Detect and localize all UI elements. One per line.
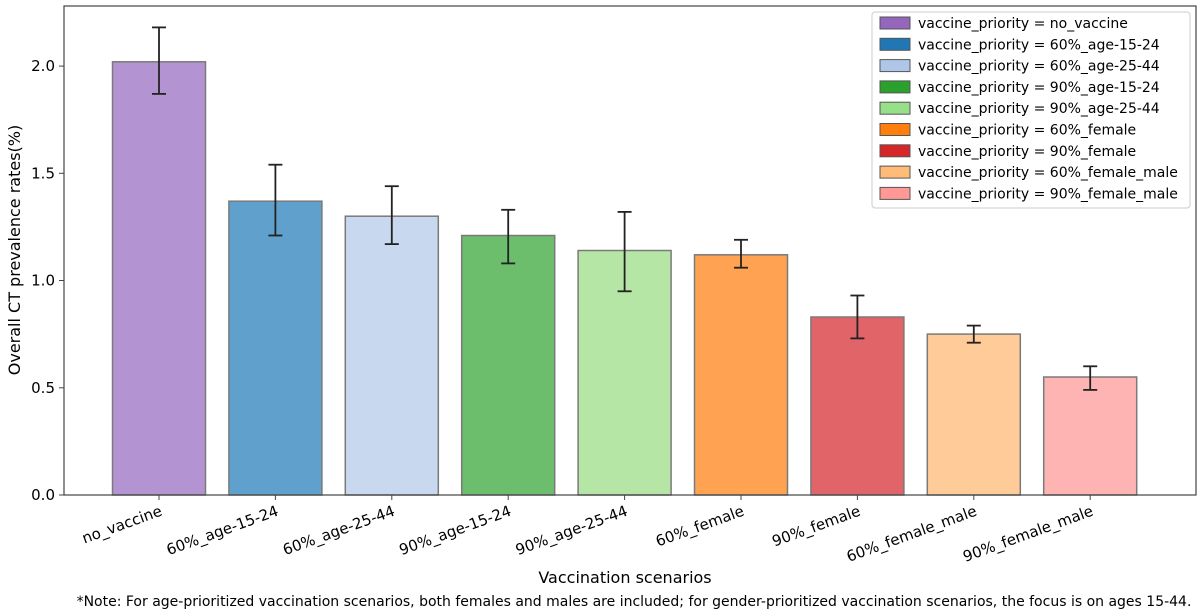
footnote: *Note: For age-prioritized vaccination s… (77, 594, 1192, 610)
legend-swatch-7 (879, 144, 911, 158)
error-bar-6 (734, 238, 748, 269)
bar-4 (460, 234, 556, 496)
x-tick-label-9: 90%_female_male (960, 502, 1095, 567)
x-axis-title: Vaccination scenarios (538, 568, 711, 587)
x-tick-label-5: 90%_age-25-44 (513, 502, 630, 560)
error-bar-4 (501, 208, 516, 265)
x-tick-label-3: 60%_age-25-44 (280, 502, 397, 560)
y-tick-label-5: 2.0 (31, 57, 55, 75)
legend-swatch-5 (879, 101, 911, 115)
y-tick-label-4: 1.5 (31, 164, 55, 182)
bar-9 (1042, 376, 1138, 496)
legend-label-6: vaccine_priority = 60%_female (918, 123, 1136, 139)
x-tick-label-8: 60%_female_male (844, 502, 979, 567)
error-bar-3 (384, 185, 399, 246)
legend-label-2: vaccine_priority = 60%_age-15-24 (918, 37, 1160, 53)
legend-label-1: vaccine_priority = no_vaccine (918, 16, 1128, 32)
bar-8 (926, 333, 1022, 496)
bar-1 (111, 61, 207, 496)
legend-swatch-6 (879, 123, 911, 136)
legend-label-5: vaccine_priority = 90%_age-25-44 (918, 101, 1160, 117)
legend-label-7: vaccine_priority = 90%_female (918, 144, 1136, 160)
y-tick-label-2: 0.5 (31, 379, 55, 397)
error-bar-8 (966, 324, 981, 344)
x-tick-label-2: 60%_age-15-24 (164, 502, 281, 560)
bar-7 (810, 316, 905, 496)
error-bar-1 (152, 26, 166, 95)
legend-swatch-9 (879, 186, 911, 200)
legend-box (871, 11, 1191, 209)
x-tick-label-7: 90%_female (770, 502, 863, 552)
legend-label-4: vaccine_priority = 90%_age-15-24 (918, 80, 1160, 96)
x-tick-label-1: no_vaccine (80, 502, 165, 548)
legend-label-9: vaccine_priority = 90%_female_male (918, 186, 1178, 202)
x-tick-label-4: 90%_age-15-24 (397, 502, 514, 560)
legend-swatch-1 (879, 16, 911, 30)
error-bar-7 (850, 294, 865, 340)
y-axis-title: Overall CT prevalence rates(%) (5, 125, 24, 375)
y-tick-label-3: 1.0 (31, 272, 55, 290)
y-tick-label-1: 0.0 (31, 486, 55, 504)
error-bar-9 (1083, 365, 1098, 391)
legend-swatch-4 (879, 80, 911, 94)
legend-label-3: vaccine_priority = 60%_age-25-44 (918, 59, 1160, 75)
plot-frame (63, 5, 1197, 496)
legend-label-8: vaccine_priority = 60%_female_male (918, 165, 1178, 181)
error-bar-2 (268, 163, 283, 237)
legend-swatch-3 (879, 59, 911, 73)
x-tick-label-6: 60%_female (653, 502, 746, 552)
bar-3 (344, 215, 440, 496)
legend-swatch-8 (879, 165, 911, 179)
bar-6 (693, 254, 789, 496)
legend-swatch-2 (879, 37, 911, 51)
error-bar-5 (617, 210, 632, 293)
bar-2 (228, 200, 323, 496)
